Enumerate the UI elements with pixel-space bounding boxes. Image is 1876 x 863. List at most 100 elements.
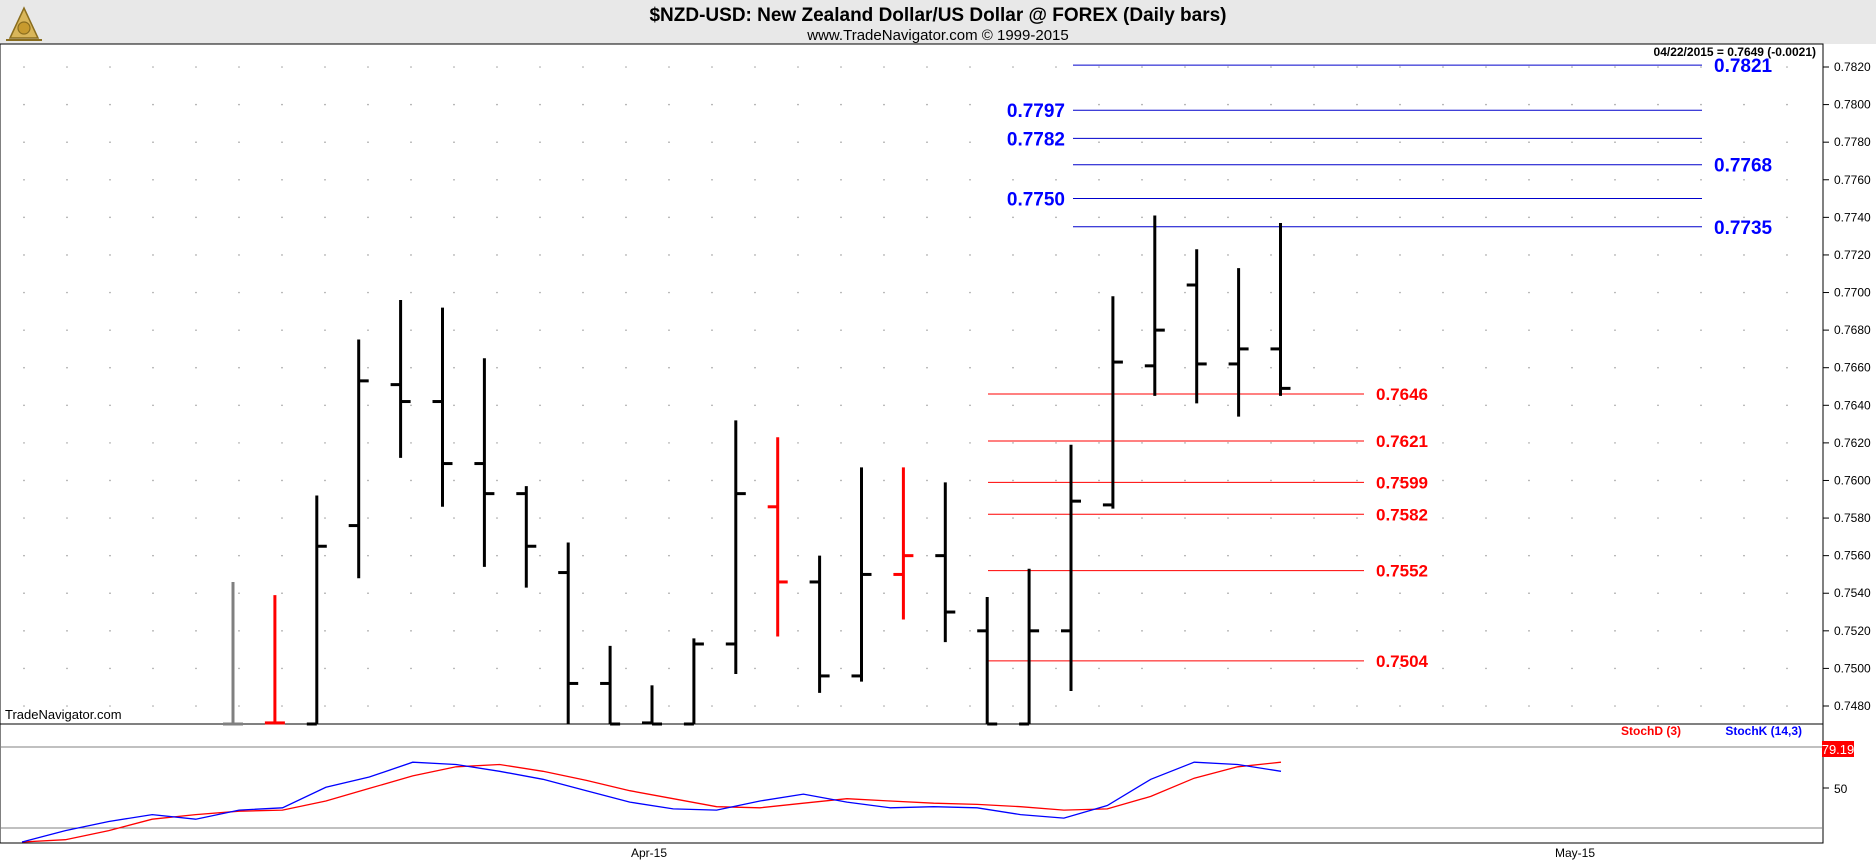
grid-dot — [926, 254, 928, 256]
grid-dot — [754, 216, 756, 219]
grid-dot — [1313, 103, 1315, 106]
grid-dot — [496, 254, 498, 256]
grid-dot — [797, 178, 799, 181]
grid-dot — [926, 517, 928, 519]
grid-dot — [1528, 178, 1530, 181]
grid-dot — [453, 103, 455, 106]
grid-dot — [1313, 554, 1315, 557]
grid-dot — [1743, 667, 1745, 670]
grid-dot — [1657, 554, 1659, 557]
grid-dot — [1399, 366, 1401, 369]
grid-dot — [1528, 705, 1530, 707]
grid-dot — [496, 329, 498, 331]
grid-dot — [281, 404, 283, 407]
grid-dot — [281, 329, 283, 331]
grid-dot — [797, 705, 799, 707]
ohlc-bars — [223, 215, 1291, 726]
ohlc-bar — [306, 495, 327, 726]
grid-dot — [926, 630, 928, 632]
grid-dot — [1399, 442, 1401, 444]
grid-dot — [109, 329, 111, 331]
grid-dot — [281, 254, 283, 256]
grid-dot — [1485, 404, 1487, 407]
grid-dot — [1571, 517, 1573, 519]
grid-dot — [840, 630, 842, 632]
grid-dot — [1743, 329, 1745, 331]
grid-dot — [539, 178, 541, 181]
ohlc-bar — [935, 482, 956, 643]
grid-dot — [1356, 366, 1358, 369]
grid-dot — [23, 329, 25, 331]
grid-dot — [883, 366, 885, 369]
grid-dot — [840, 178, 842, 181]
grid-dot — [1098, 254, 1100, 256]
grid-dot — [1399, 329, 1401, 331]
grid-dot — [1700, 366, 1702, 369]
price-tick-label: 0.7520 — [1834, 624, 1871, 638]
grid-dot — [797, 479, 799, 482]
grid-dot — [1571, 103, 1573, 106]
resistance-label: 0.7735 — [1714, 218, 1773, 239]
grid-dot — [1743, 517, 1745, 519]
grid-dot — [453, 705, 455, 707]
grid-dot — [238, 705, 240, 707]
grid-dot — [410, 479, 412, 482]
grid-dot — [109, 442, 111, 444]
grid-dot — [711, 66, 713, 68]
grid-dot — [625, 291, 627, 294]
grid-dot — [324, 141, 326, 143]
grid-dot — [1356, 554, 1358, 557]
grid-dot — [1227, 216, 1229, 219]
grid-dot — [367, 254, 369, 256]
grid-dot — [582, 254, 584, 256]
grid-dot — [1614, 517, 1616, 519]
grid-dot — [840, 329, 842, 331]
grid-dot — [1098, 329, 1100, 331]
grid-dot — [1657, 103, 1659, 106]
grid-dot — [1700, 329, 1702, 331]
grid-dot — [1657, 404, 1659, 407]
grid-dot — [1657, 178, 1659, 181]
grid-dot — [109, 667, 111, 670]
grid-dot — [1528, 442, 1530, 444]
grid-dot — [1743, 366, 1745, 369]
grid-dot — [1012, 178, 1014, 181]
grid-dot — [410, 667, 412, 670]
grid-dot — [1657, 254, 1659, 256]
grid-dot — [883, 442, 885, 444]
grid-dot — [453, 404, 455, 407]
grid-dot — [754, 254, 756, 256]
grid-dot — [66, 103, 68, 106]
grid-dot — [453, 554, 455, 557]
grid-dot — [367, 667, 369, 670]
grid-dot — [1012, 554, 1014, 557]
grid-dot — [883, 329, 885, 331]
grid-dot — [1571, 329, 1573, 331]
grid-dot — [1786, 66, 1788, 68]
grid-dot — [281, 141, 283, 143]
grid-dot — [1485, 254, 1487, 256]
grid-dot — [711, 404, 713, 407]
grid-dot — [1442, 554, 1444, 557]
support-label: 0.7582 — [1376, 505, 1428, 524]
grid-dot — [883, 291, 885, 294]
grid-dot — [1313, 592, 1315, 595]
grid-dot — [1657, 630, 1659, 632]
grid-dot — [1700, 517, 1702, 519]
grid-dot — [1442, 630, 1444, 632]
grid-dot — [1012, 66, 1014, 68]
grid-dot — [238, 366, 240, 369]
grid-dot — [1055, 216, 1057, 219]
grid-dot — [367, 517, 369, 519]
grid-dot — [496, 479, 498, 482]
grid-dot — [1657, 592, 1659, 595]
grid-dot — [1614, 66, 1616, 68]
grid-dot — [1786, 178, 1788, 181]
grid-dot — [1098, 178, 1100, 181]
grid-dot — [926, 141, 928, 143]
grid-dot — [1356, 479, 1358, 482]
grid-dot — [109, 705, 111, 707]
grid-dot — [883, 630, 885, 632]
grid-dot — [582, 66, 584, 68]
grid-dot — [1313, 141, 1315, 143]
